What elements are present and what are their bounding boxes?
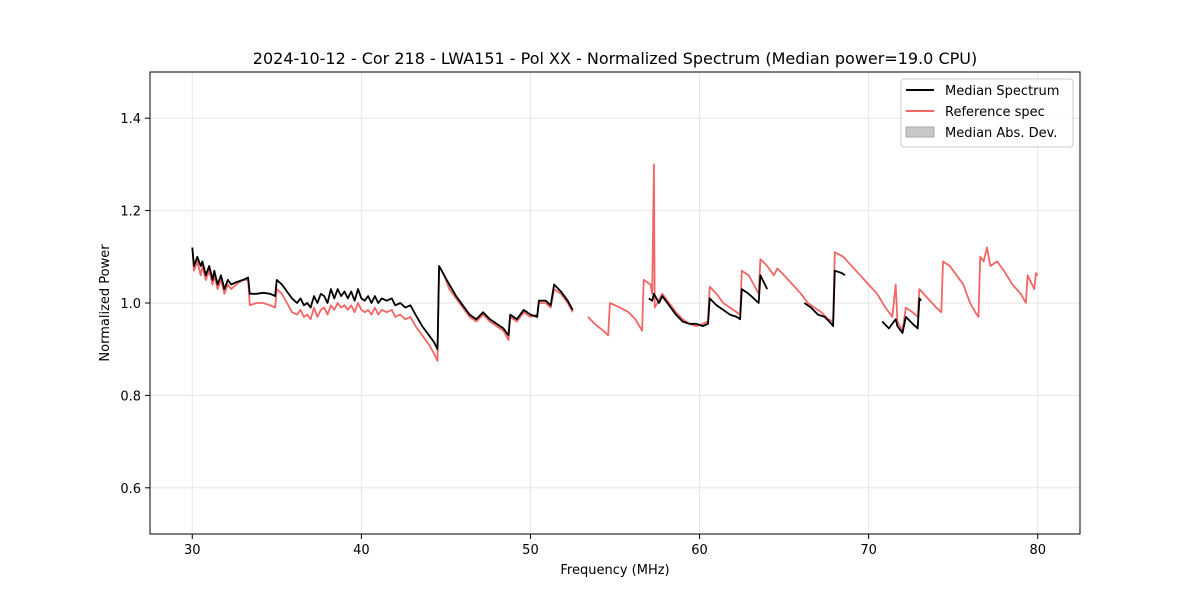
series-group (191, 163, 1039, 362)
y-tick-label: 1.4 (120, 112, 141, 127)
y-tick-label: 1.0 (120, 297, 141, 312)
legend-swatch-mad (905, 126, 935, 138)
series-line-median-spectrum (881, 297, 922, 334)
legend: Median Spectrum Reference spec Median Ab… (900, 78, 1074, 148)
series-line-median-spectrum (191, 247, 574, 351)
chart-title: 2024-10-12 - Cor 218 - LWA151 - Pol XX -… (253, 49, 977, 68)
series-line-median-spectrum (648, 274, 769, 328)
x-tick-label: 80 (1029, 543, 1046, 558)
series-line-median-spectrum (803, 269, 846, 328)
y-tick-label: 0.6 (120, 482, 141, 497)
x-axis-label: Frequency (MHz) (560, 563, 669, 578)
x-tick-label: 30 (184, 543, 201, 558)
x-tick-label: 60 (691, 543, 708, 558)
legend-label-mad: Median Abs. Dev. (945, 126, 1057, 141)
ticks: 30 40 50 60 70 80 0.6 0.8 1.0 1.2 1.4 (120, 112, 1046, 558)
legend-label-reference: Reference spec (945, 105, 1045, 120)
legend-label-median: Median Spectrum (945, 84, 1059, 99)
y-tick-label: 1.2 (120, 205, 141, 220)
x-tick-label: 40 (353, 543, 370, 558)
x-tick-label: 50 (522, 543, 539, 558)
x-tick-label: 70 (860, 543, 877, 558)
y-axis-label: Normalized Power (98, 244, 113, 362)
series-line-reference-spec (191, 247, 574, 362)
grid (150, 72, 1080, 534)
legend-box (900, 78, 1074, 148)
y-tick-label: 0.8 (120, 389, 141, 404)
